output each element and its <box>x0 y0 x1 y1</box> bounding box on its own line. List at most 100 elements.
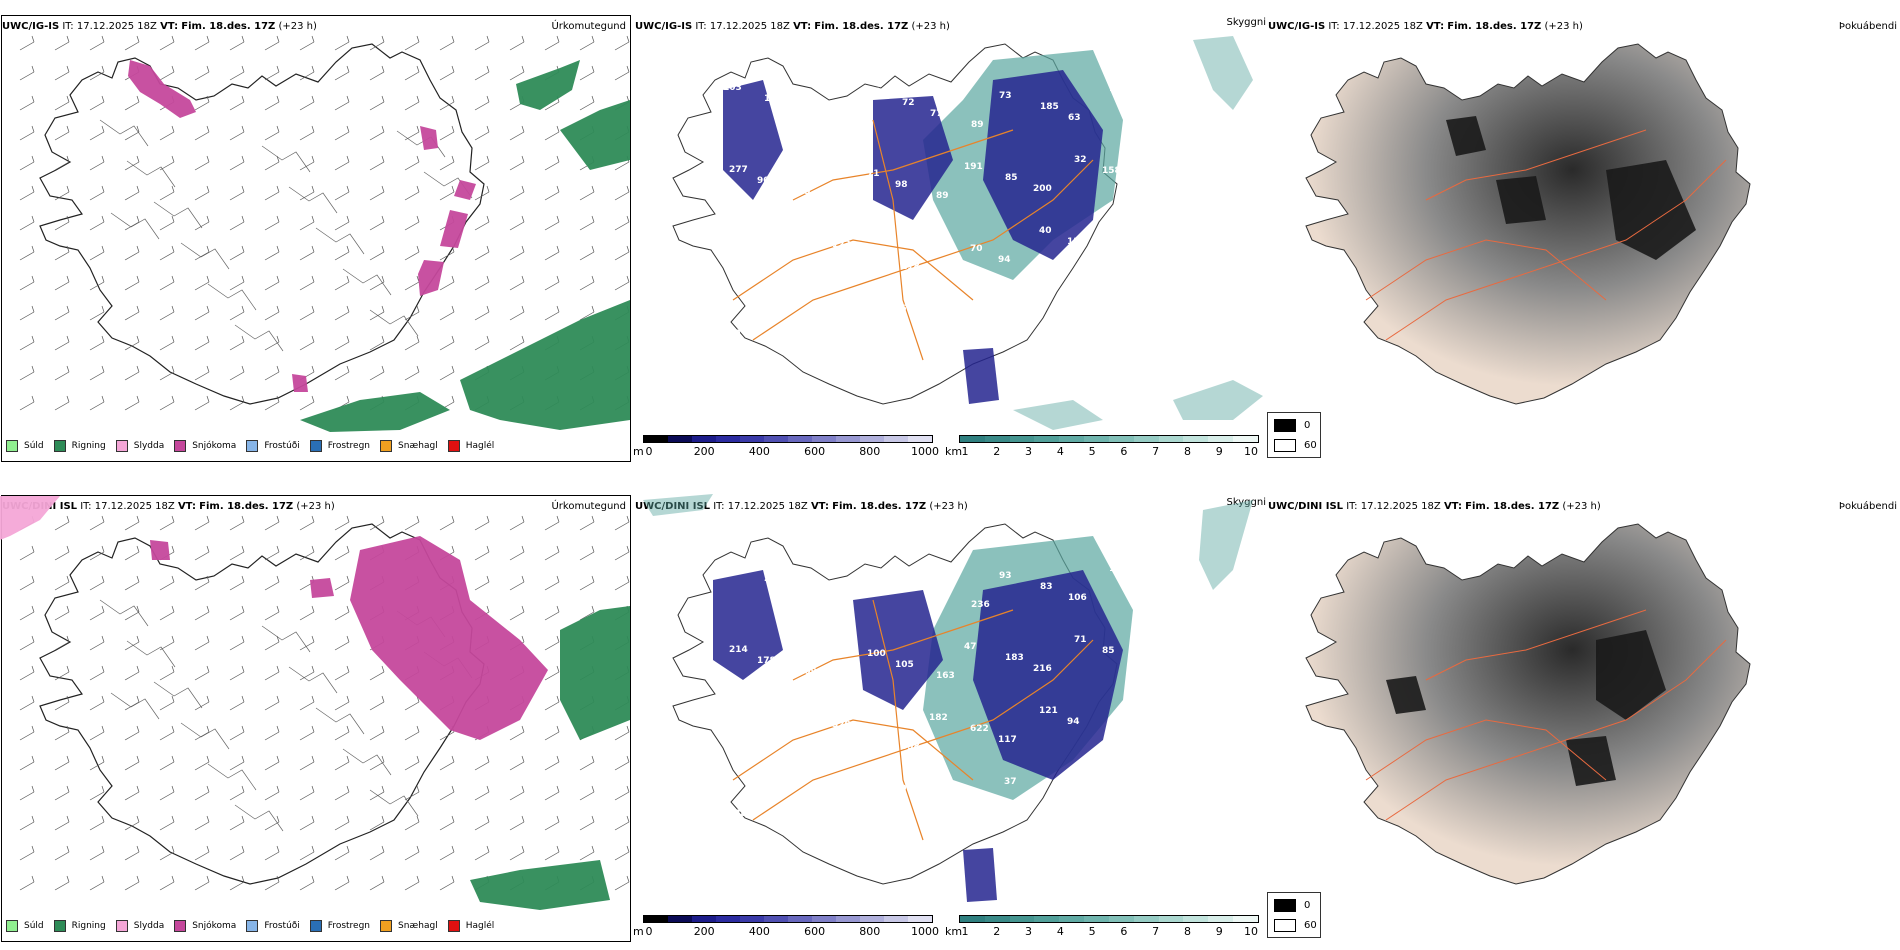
wind-barb <box>579 545 595 561</box>
wind-barb <box>334 695 350 711</box>
wind-barb <box>264 575 280 591</box>
wind-barb <box>194 725 210 741</box>
wind-barb <box>229 305 245 321</box>
terrain-contour <box>99 119 149 147</box>
terrain-contour <box>315 227 365 255</box>
wind-barb <box>89 65 105 81</box>
wind-barb <box>474 185 490 201</box>
wind-barb <box>369 125 385 141</box>
snow-area <box>128 60 196 118</box>
ceiling-label: 42 <box>1004 297 1017 307</box>
ceiling-label: 109 <box>798 667 817 677</box>
wind-barb <box>369 755 385 771</box>
wind-barb <box>334 875 350 891</box>
visibility-colorbar-step <box>1133 436 1159 442</box>
wind-barb <box>264 725 280 741</box>
wind-barb <box>544 695 560 711</box>
wind-barb <box>54 665 70 681</box>
wind-barb <box>299 65 315 81</box>
ceiling-label: 56 <box>963 326 976 336</box>
ceiling-label: 139 <box>826 158 845 168</box>
wind-barb <box>439 185 455 201</box>
wind-barb <box>159 185 175 201</box>
ceiling-label: 90 <box>728 329 741 339</box>
visibility-colorbar-tick: 5 <box>1088 445 1096 458</box>
wind-barb <box>404 785 420 801</box>
ceiling-label: 65 <box>866 293 879 303</box>
wind-barb <box>19 185 35 201</box>
visibility-colorbar-tick: 10 <box>1244 925 1258 938</box>
legend-label: Frostregn <box>327 441 371 451</box>
wind-barb <box>194 65 210 81</box>
wind-barb <box>194 785 210 801</box>
wind-barb <box>89 875 105 891</box>
wind-barb <box>614 215 630 231</box>
legend-item: Rigning <box>53 440 106 452</box>
wind-barb <box>229 245 245 261</box>
wind-barb <box>89 725 105 741</box>
ceiling-visibility-panel: UWC/DINI ISL IT: 17.12.2025 18Z VT: Fim.… <box>633 480 1266 950</box>
wind-barb <box>264 635 280 651</box>
legend-swatch <box>380 920 393 932</box>
wind-barb <box>159 305 175 321</box>
low-ceiling-area <box>723 80 783 200</box>
wind-barb <box>194 365 210 381</box>
visibility-colorbar-step <box>1108 436 1134 442</box>
row-ig-is: UWC/IG-IS IT: 17.12.2025 18Z VT: Fim. 18… <box>0 0 1900 470</box>
wind-barb <box>439 785 455 801</box>
wind-barb <box>229 365 245 381</box>
ceiling-colorbar-step <box>716 436 740 442</box>
wind-barb <box>299 515 315 531</box>
wind-barb <box>229 275 245 291</box>
visibility-colorbar-tick: 3 <box>1025 445 1033 458</box>
wind-barb <box>509 275 525 291</box>
wind-barb <box>264 545 280 561</box>
wind-barb <box>544 725 560 741</box>
ceiling-label: 182 <box>929 713 948 723</box>
precip-legend: Súld Rigning Slydda Snjókoma Frostúði Frostre… <box>6 916 504 936</box>
precip-type-panel: UWC/IG-IS IT: 17.12.2025 18Z VT: Fim. 18… <box>0 0 632 470</box>
wind-barb <box>124 215 140 231</box>
wind-barb <box>89 785 105 801</box>
ceiling-label: 121 <box>1039 706 1058 716</box>
legend-label: Snæhagl <box>398 441 438 451</box>
wind-barb <box>544 575 560 591</box>
ceiling-label: 114 <box>1108 728 1127 738</box>
wind-barb <box>439 815 455 831</box>
wind-barb <box>579 755 595 771</box>
panel-corner-title: Skyggni <box>1226 17 1266 28</box>
wind-barb <box>369 215 385 231</box>
wind-barb <box>124 125 140 141</box>
legend-item: Súld <box>6 920 44 932</box>
wind-barb <box>19 95 35 111</box>
terrain-contour <box>153 201 203 229</box>
wind-barb <box>54 95 70 111</box>
wind-barb <box>264 155 280 171</box>
ceiling-label: 95 <box>826 638 839 648</box>
legend-item: Frostregn <box>309 440 371 452</box>
wind-barb <box>89 575 105 591</box>
ceiling-colorbar-step <box>860 436 884 442</box>
legend-item: Snæhagl <box>380 440 438 452</box>
ceiling-label: 60 <box>930 589 943 599</box>
legend-label: Slydda <box>133 921 165 931</box>
terrain-contour <box>110 692 160 720</box>
wind-barb <box>124 335 140 351</box>
wind-barb <box>334 815 350 831</box>
wind-barb <box>439 35 455 51</box>
visibility-colorbar-tick: 9 <box>1215 925 1223 938</box>
ceiling-label: 198 <box>769 780 788 790</box>
wind-barb <box>509 575 525 591</box>
low-visibility-area <box>1199 500 1253 590</box>
wind-barb <box>334 605 350 621</box>
ceiling-colorbar-tick: 200 <box>693 445 715 458</box>
visibility-colorbar-step <box>1034 436 1060 442</box>
wind-barb <box>194 215 210 231</box>
visibility-colorbar-step <box>1233 916 1258 922</box>
terrain-contour <box>288 186 338 214</box>
terrain-contour <box>207 763 257 791</box>
terrain-contour <box>99 599 149 627</box>
wind-barb <box>579 245 595 261</box>
wind-barb <box>334 755 350 771</box>
ceiling-label: 191 <box>964 162 983 172</box>
